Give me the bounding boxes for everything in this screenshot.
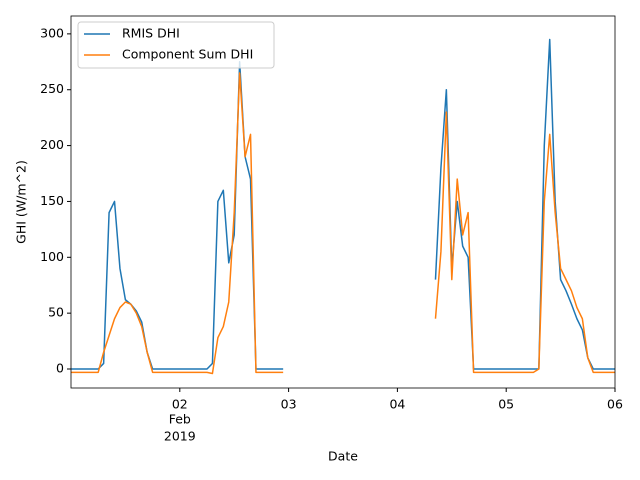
legend-label: RMIS DHI bbox=[122, 26, 180, 41]
series-line bbox=[71, 38, 615, 370]
plot-frame bbox=[70, 15, 616, 389]
legend-box bbox=[77, 21, 275, 69]
series-line bbox=[71, 72, 615, 375]
y-tick-label: 0 bbox=[56, 361, 64, 376]
y-tick-label: 50 bbox=[48, 305, 64, 320]
x-tick-label: 05 bbox=[498, 397, 514, 412]
y-tick-label: 100 bbox=[40, 249, 64, 264]
y-tick-label: 250 bbox=[40, 81, 64, 96]
x-tick-month: Feb bbox=[169, 412, 191, 427]
y-axis-label: GHI (W/m^2) bbox=[14, 160, 29, 244]
x-tick-label: 06 bbox=[607, 397, 623, 412]
x-tick-label: 02 bbox=[172, 397, 188, 412]
y-tick-label: 150 bbox=[40, 193, 64, 208]
x-tick-label: 03 bbox=[281, 397, 297, 412]
x-tick-label: 04 bbox=[389, 397, 405, 412]
y-tick-label: 300 bbox=[40, 25, 64, 40]
legend-label: Component Sum DHI bbox=[122, 47, 253, 62]
x-tick-year: 2019 bbox=[164, 429, 196, 444]
x-axis-label: Date bbox=[328, 449, 358, 464]
y-tick-label: 200 bbox=[40, 137, 64, 152]
